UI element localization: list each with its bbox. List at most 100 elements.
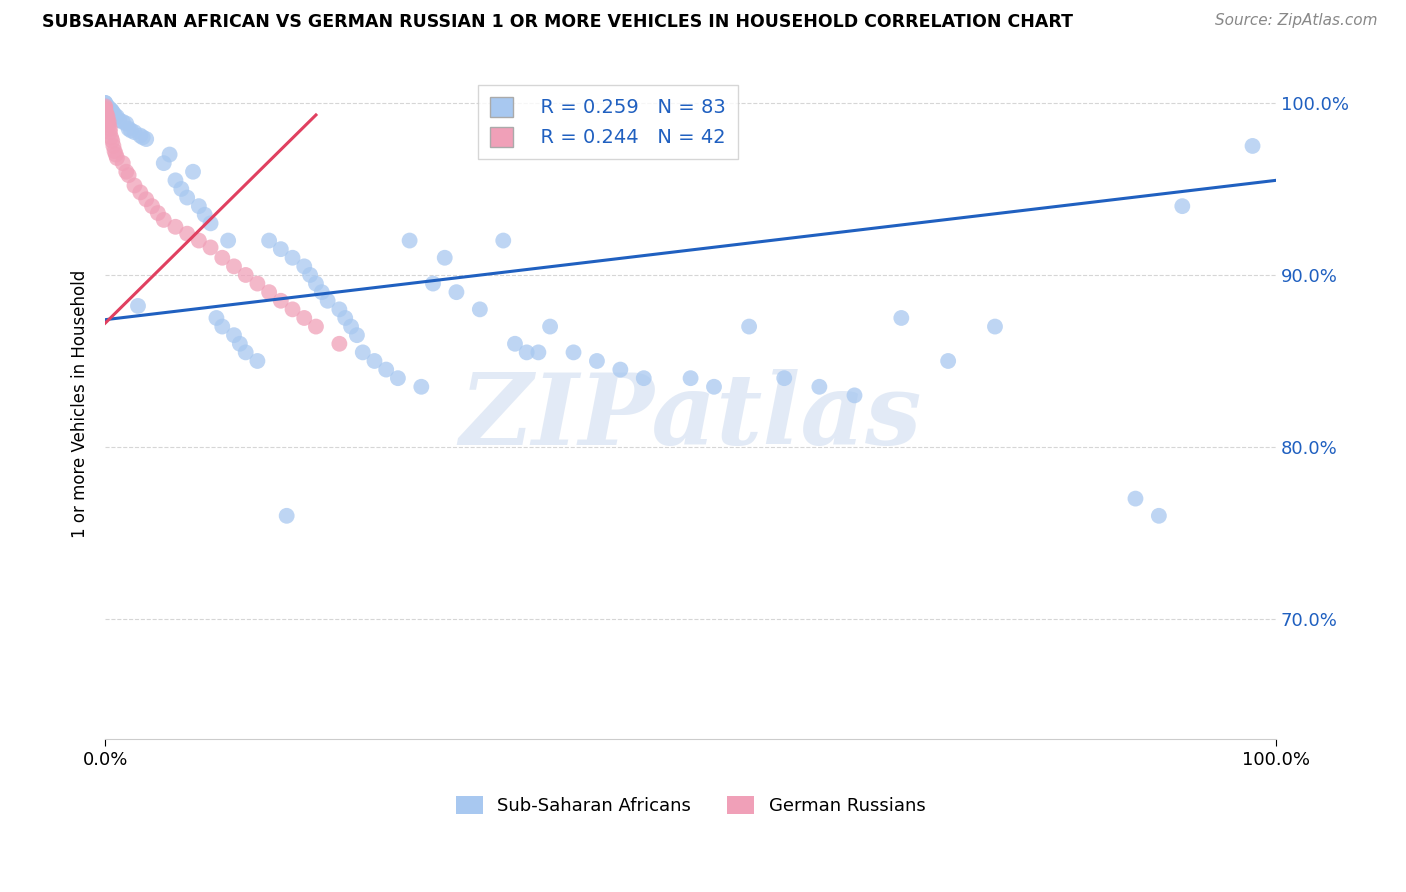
Point bbox=[235, 345, 257, 359]
Point bbox=[292, 310, 315, 325]
Point bbox=[98, 125, 121, 139]
Point bbox=[468, 302, 491, 317]
Point bbox=[257, 234, 280, 248]
Point bbox=[187, 199, 209, 213]
Point bbox=[328, 336, 350, 351]
Point bbox=[96, 108, 118, 122]
Point bbox=[97, 101, 120, 115]
Point bbox=[165, 219, 187, 234]
Point bbox=[1125, 491, 1147, 506]
Point bbox=[352, 345, 374, 359]
Point bbox=[446, 285, 468, 300]
Point bbox=[222, 328, 245, 343]
Point bbox=[316, 293, 339, 308]
Point bbox=[120, 123, 142, 137]
Point bbox=[104, 147, 127, 161]
Point bbox=[170, 182, 193, 196]
Point bbox=[235, 268, 257, 282]
Point bbox=[299, 268, 322, 282]
Point bbox=[117, 168, 139, 182]
Point bbox=[222, 260, 245, 274]
Point bbox=[176, 227, 198, 241]
Point bbox=[152, 156, 174, 170]
Point bbox=[679, 371, 702, 385]
Point bbox=[103, 108, 125, 122]
Point bbox=[281, 302, 304, 317]
Point bbox=[538, 319, 561, 334]
Point bbox=[98, 121, 121, 136]
Point bbox=[346, 328, 368, 343]
Point bbox=[94, 103, 117, 117]
Point bbox=[217, 234, 239, 248]
Point bbox=[159, 147, 181, 161]
Point bbox=[773, 371, 796, 385]
Point bbox=[936, 354, 959, 368]
Point bbox=[94, 99, 117, 113]
Point bbox=[281, 251, 304, 265]
Point bbox=[703, 380, 725, 394]
Point bbox=[100, 130, 122, 145]
Point bbox=[135, 132, 157, 146]
Point bbox=[98, 103, 121, 117]
Point bbox=[305, 319, 328, 334]
Point bbox=[100, 103, 122, 117]
Point bbox=[103, 106, 125, 120]
Point bbox=[270, 293, 292, 308]
Point bbox=[181, 165, 204, 179]
Point bbox=[131, 130, 153, 145]
Point bbox=[97, 118, 120, 132]
Point bbox=[562, 345, 585, 359]
Point bbox=[422, 277, 444, 291]
Point bbox=[433, 251, 456, 265]
Point bbox=[200, 240, 222, 254]
Point bbox=[738, 319, 761, 334]
Legend: Sub-Saharan Africans, German Russians: Sub-Saharan Africans, German Russians bbox=[449, 789, 932, 822]
Point bbox=[111, 156, 134, 170]
Y-axis label: 1 or more Vehicles in Household: 1 or more Vehicles in Household bbox=[72, 270, 89, 538]
Point bbox=[609, 362, 631, 376]
Point bbox=[103, 139, 125, 153]
Point bbox=[94, 104, 117, 119]
Point bbox=[398, 234, 420, 248]
Point bbox=[101, 104, 124, 119]
Point bbox=[844, 388, 866, 402]
Point bbox=[586, 354, 609, 368]
Point bbox=[124, 125, 146, 139]
Point bbox=[187, 234, 209, 248]
Point bbox=[246, 354, 269, 368]
Point bbox=[105, 110, 128, 124]
Point bbox=[1171, 199, 1194, 213]
Point bbox=[96, 110, 118, 124]
Point bbox=[328, 302, 350, 317]
Point bbox=[146, 206, 169, 220]
Point bbox=[257, 285, 280, 300]
Point bbox=[984, 319, 1007, 334]
Point bbox=[105, 151, 128, 165]
Point bbox=[411, 380, 433, 394]
Point bbox=[141, 199, 163, 213]
Text: ZIPatlas: ZIPatlas bbox=[460, 369, 922, 466]
Point bbox=[108, 113, 131, 128]
Point bbox=[115, 117, 138, 131]
Point bbox=[270, 242, 292, 256]
Point bbox=[205, 310, 228, 325]
Point bbox=[129, 186, 152, 200]
Point bbox=[211, 319, 233, 334]
Point bbox=[1241, 139, 1264, 153]
Point bbox=[94, 95, 117, 110]
Point bbox=[516, 345, 538, 359]
Point bbox=[152, 213, 174, 227]
Point bbox=[387, 371, 409, 385]
Point bbox=[194, 208, 217, 222]
Point bbox=[305, 277, 328, 291]
Point bbox=[808, 380, 831, 394]
Point bbox=[229, 336, 252, 351]
Point bbox=[129, 128, 152, 143]
Point bbox=[276, 508, 298, 523]
Point bbox=[127, 299, 149, 313]
Point bbox=[117, 121, 139, 136]
Point bbox=[135, 192, 157, 206]
Point bbox=[96, 106, 118, 120]
Point bbox=[111, 115, 134, 129]
Point bbox=[101, 134, 124, 148]
